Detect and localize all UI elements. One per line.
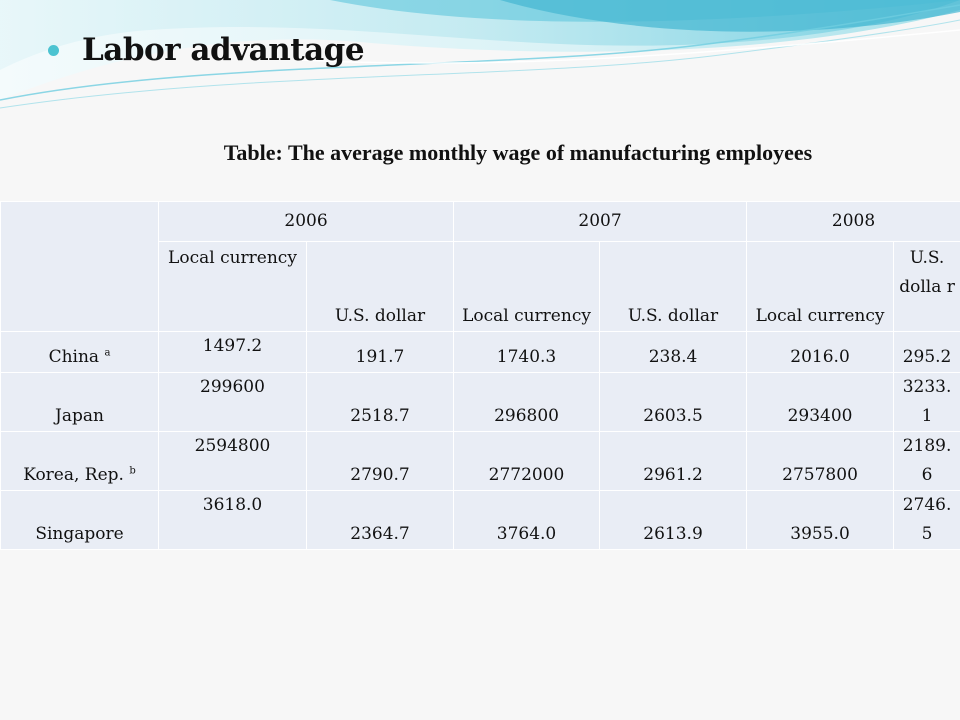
- table-row: Korea, Rep. b 2594800 2790.7 2772000 296…: [0, 431, 960, 491]
- country-name: Korea, Rep.: [23, 465, 124, 485]
- value-cell: 191.7: [305, 331, 455, 373]
- value-cell: 2016.0: [746, 331, 895, 373]
- corner-cell: [0, 201, 159, 332]
- header-local-currency-2008: Local currency: [746, 241, 895, 332]
- year-2008: 2008: [746, 201, 960, 242]
- currency-header-row: Local currency U.S. dollar Local currenc…: [1, 241, 960, 332]
- header-us-dollar-2006: U.S. dollar: [305, 241, 455, 332]
- value-cell: 2613.9: [599, 490, 748, 550]
- value-cell: 3618.0: [158, 490, 307, 550]
- bullet-dot: [48, 45, 59, 56]
- value-cell: 3233. 1: [893, 372, 960, 432]
- value-cell: 3764.0: [453, 490, 601, 550]
- country-cell: Singapore: [0, 490, 159, 550]
- value-cell: 2772000: [453, 431, 601, 491]
- footnote-marker: b: [129, 465, 136, 477]
- year-2006: 2006: [157, 201, 455, 242]
- header-local-currency-2007: Local currency: [453, 241, 601, 332]
- country-cell: Korea, Rep. b: [0, 431, 159, 491]
- year-header-row: 2006 2007 2008: [0, 201, 960, 332]
- country-name: Japan: [55, 406, 104, 426]
- table-row: China a 1497.2 191.7 1740.3 238.4 2016.0…: [0, 331, 960, 373]
- value-cell: 293400: [746, 372, 895, 432]
- value-cell: 2189. 6: [893, 431, 960, 491]
- country-cell: Japan: [0, 372, 159, 432]
- value-cell: 2746. 5: [893, 490, 960, 550]
- value-cell: 1740.3: [453, 331, 601, 373]
- value-cell: 1497.2: [158, 331, 307, 373]
- slide-heading: Labor advantage: [82, 32, 365, 68]
- value-cell: 2961.2: [599, 431, 748, 491]
- value-cell: 238.4: [599, 331, 748, 373]
- footnote-marker: a: [104, 347, 111, 359]
- table-row: Singapore 3618.0 2364.7 3764.0 2613.9 39…: [0, 490, 960, 550]
- country-name: China: [48, 347, 100, 367]
- header-us-dollar-2007: U.S. dollar: [599, 241, 748, 332]
- decorative-wave: [0, 0, 960, 109]
- value-cell: 296800: [453, 372, 601, 432]
- value-cell: 2757800: [746, 431, 895, 491]
- wage-table: 2006 2007 2008 Local currency U.S. dolla…: [0, 201, 960, 550]
- country-name: Singapore: [35, 524, 124, 544]
- value-cell: 2594800: [158, 431, 307, 491]
- header-us-dollar-2008: U.S. dolla r: [893, 241, 960, 332]
- year-2007: 2007: [453, 201, 748, 242]
- value-cell: 2790.7: [305, 431, 455, 491]
- table-row: Japan 299600 2518.7 296800 2603.5 293400…: [0, 372, 960, 432]
- value-cell: 2603.5: [599, 372, 748, 432]
- country-cell: China a: [0, 331, 159, 373]
- value-cell: 295.2: [893, 331, 960, 373]
- value-cell: 2518.7: [305, 372, 455, 432]
- value-cell: 299600: [158, 372, 307, 432]
- value-cell: 2364.7: [305, 490, 455, 550]
- value-cell: 3955.0: [746, 490, 895, 550]
- table-caption: Table: The average monthly wage of manuf…: [223, 140, 813, 165]
- header-local-currency-2006: Local currency: [158, 241, 307, 332]
